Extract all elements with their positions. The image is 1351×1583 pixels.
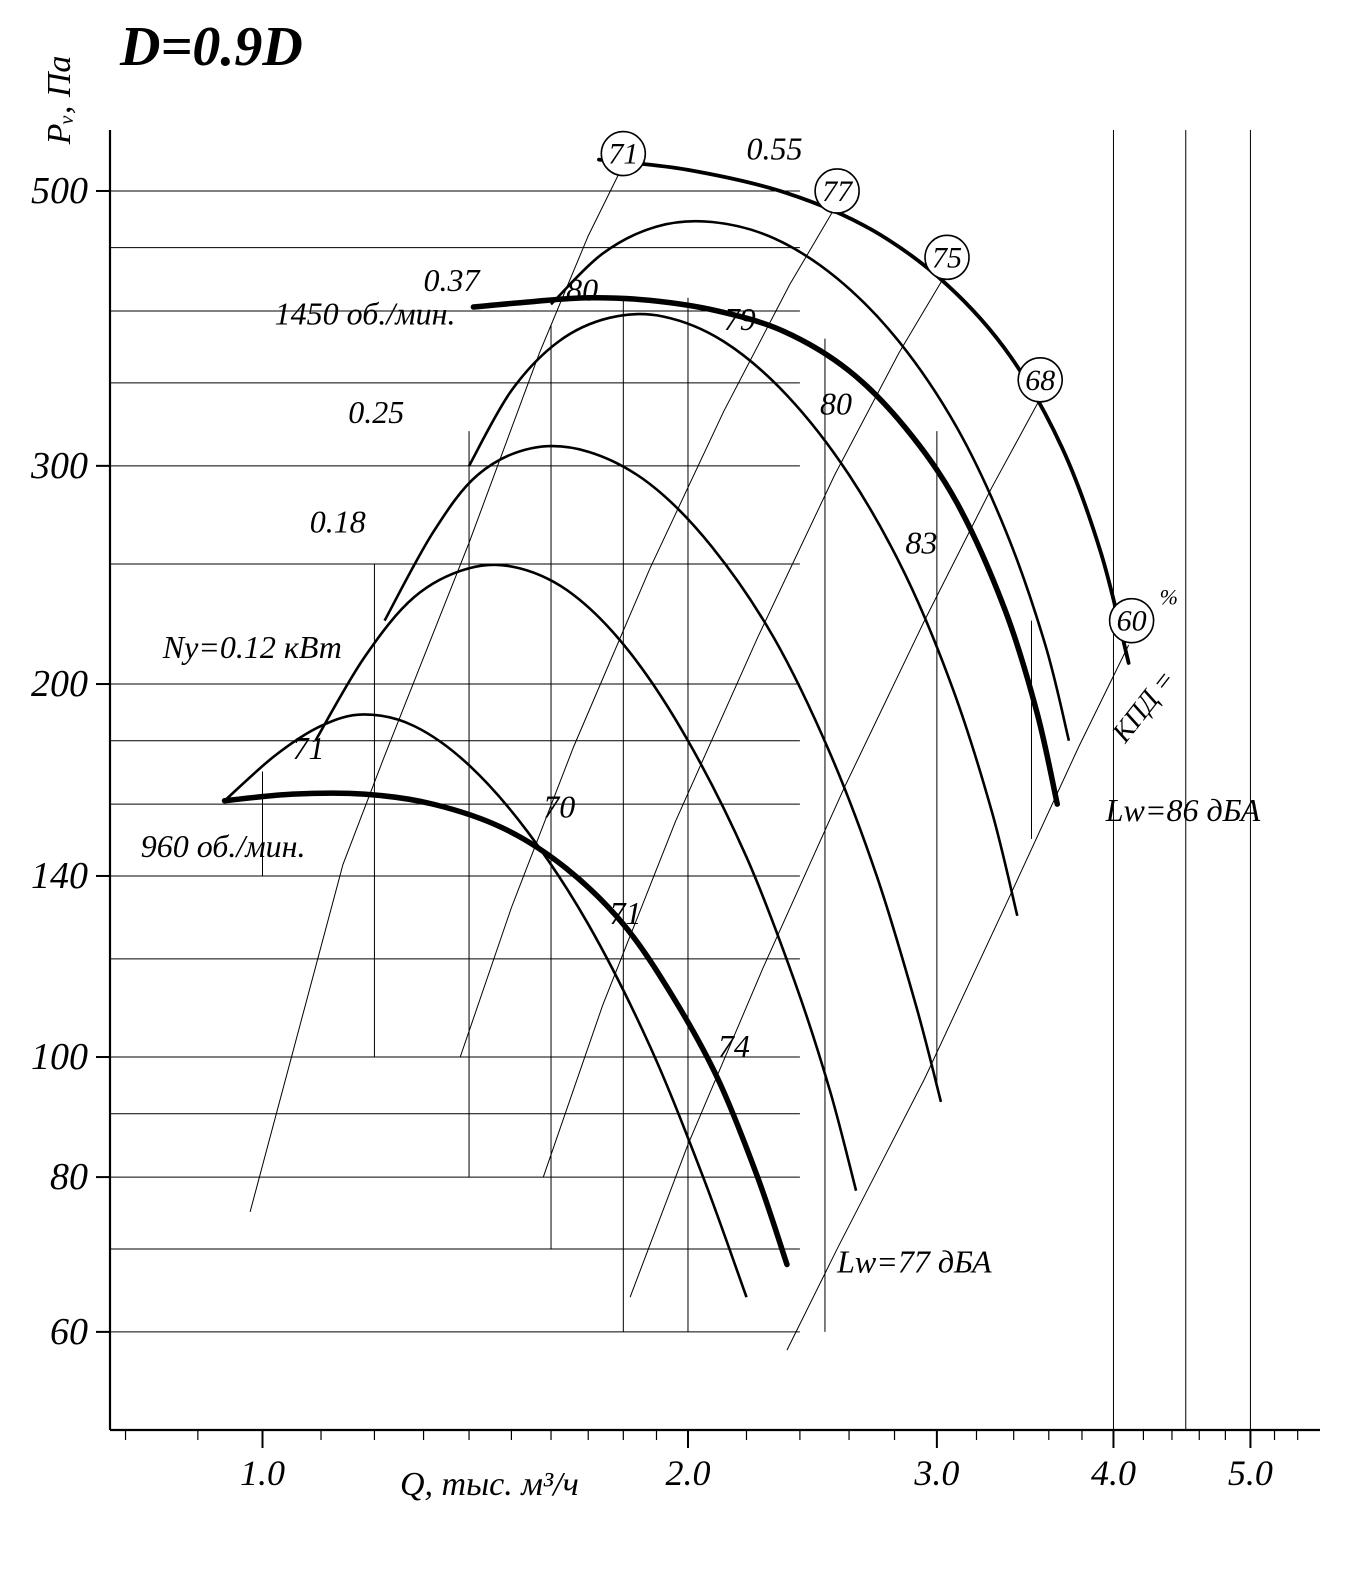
chart-svg: D=0.9D 1.0 2.0 3.0 4.0 5.0 Q, тыс. м³/ч 60 80 100… [0,0,1351,1583]
y-tick-label: 60 [50,1311,88,1353]
sound-level-inner: 79 [724,301,756,337]
speed-curves [225,298,1058,1265]
power-curve-label: 0.25 [348,394,404,430]
chart-title: D=0.9D [119,16,303,78]
efficiency-value: 60 [1117,605,1147,638]
speed-curve-label: 1450 об./мин. [275,296,456,332]
efficiency-arc [599,160,1129,663]
power-curve [315,565,856,1191]
x-tick-label: 2.0 [665,1453,710,1493]
power-curve-label: 0.18 [310,504,366,540]
sound-level-inner: 83 [905,524,937,560]
power-curve [225,714,747,1297]
sound-level-inner: 71 [610,895,642,931]
efficiency-value: 71 [608,138,638,171]
y-tick-label: 300 [30,445,88,487]
x-tick-label: 1.0 [240,1453,285,1493]
y-tick-label: 100 [31,1036,88,1078]
efficiency-lines [250,165,1129,1350]
sound-level-inner: 71 [292,730,324,766]
x-tick-label: 5.0 [1228,1453,1273,1493]
x-tick-label: 3.0 [913,1453,959,1493]
x-axis-label: Q, тыс. м³/ч [400,1466,579,1503]
sound-level-inner: 74 [718,1028,750,1064]
sound-level-label: Lw=77 дБА [836,1244,992,1280]
y-axis-label: Pᵥ, Па [41,56,78,146]
y-tick-label: 140 [31,855,88,897]
efficiency-value: 75 [932,241,962,274]
kpd-label: КПД = [1106,664,1182,749]
power-curve-label: Nу=0.12 кВт [162,629,342,665]
sound-level-inner: 80 [820,386,852,422]
y-tick-label: 500 [31,170,88,212]
y-tick-label: 200 [31,663,88,705]
x-tick-label: 4.0 [1091,1453,1136,1493]
sound-level-inner: 70 [543,789,575,825]
power-curve-label: 0.37 [424,262,482,298]
efficiency-value: 77 [822,175,854,208]
percent-sign: % [1160,585,1178,610]
sound-level-label: Lw=86 дБА [1105,792,1261,828]
y-tick-label: 80 [50,1156,88,1198]
power-curve-label: 0.55 [746,131,802,167]
sound-level-inner: 80 [566,271,598,307]
efficiency-value: 68 [1025,364,1055,397]
speed-curve [225,793,787,1264]
speed-curve-label: 960 об./мин. [141,828,306,864]
fan-performance-chart: D=0.9D 1.0 2.0 3.0 4.0 5.0 Q, тыс. м³/ч 60 80 100… [0,0,1351,1583]
